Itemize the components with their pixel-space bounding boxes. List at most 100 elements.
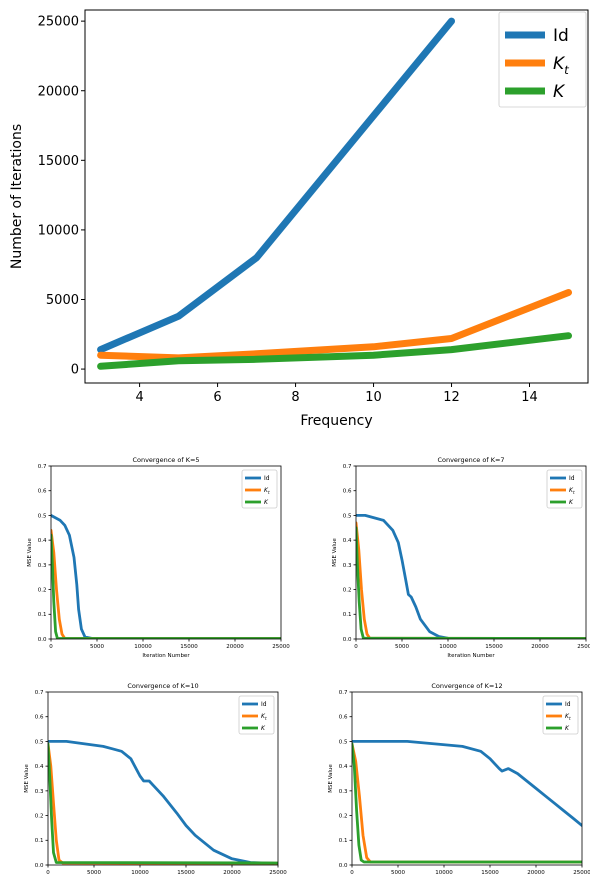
y-tick-label: 0 [71, 363, 79, 378]
y-tick-label: 0.6 [35, 715, 44, 721]
chart-0: 4 6 8 10 12 14 0 5000 10000 15000 20000 25000 Freque… [9, 9, 589, 429]
legend-label: K [565, 725, 570, 732]
axes-frame [355, 465, 587, 640]
legend-label: Kt [553, 54, 570, 77]
x-tick-label: 20000 [226, 644, 244, 650]
y-tick-label: 0.7 [343, 464, 352, 470]
series-line-k [97, 332, 572, 370]
series-line-k [51, 533, 281, 639]
legend-label: Id [264, 475, 270, 482]
series-line-k [352, 742, 582, 864]
chart-2: 0 5000 10000 15000 20000 25000 0.0 0.1 0.2 0.3 0.4… [332, 456, 590, 659]
x-tick-label: 10 [365, 390, 382, 405]
y-tick-label: 0.6 [339, 715, 348, 721]
x-tick-label: 10000 [131, 870, 149, 876]
y-tick-label: 20000 [38, 84, 79, 99]
series-line-k-t [51, 528, 281, 639]
y-tick-label: 0.7 [339, 690, 348, 696]
x-tick-label: 12 [443, 390, 460, 405]
series-line-k-t [356, 521, 586, 639]
y-tick-label: 0.7 [38, 464, 47, 470]
y-tick-label: 0.6 [38, 489, 47, 495]
y-tick-label: 0.2 [35, 813, 44, 819]
series-line-k-t [352, 742, 582, 864]
chart-title: Convergence of K=12 [431, 682, 502, 690]
x-tick-label: 0 [350, 870, 354, 876]
legend-label: Id [261, 701, 267, 708]
x-tick-label: 0 [46, 870, 50, 876]
y-axis-label: Number of Iterations [9, 124, 25, 269]
y-tick-label: 25000 [38, 15, 79, 30]
x-tick-label: 15000 [485, 644, 503, 650]
y-tick-label: 0.6 [343, 489, 352, 495]
x-tick-label: 20000 [527, 870, 545, 876]
x-tick-label: 10000 [134, 644, 152, 650]
x-tick-label: 5000 [391, 870, 405, 876]
y-tick-label: 0.1 [35, 838, 44, 844]
y-tick-label: 0.0 [343, 637, 352, 643]
legend-label: K [569, 499, 574, 506]
chart-1: 0 5000 10000 15000 20000 25000 0.0 0.1 0.2 0.3 0.4… [27, 456, 290, 659]
axes-frame [47, 691, 279, 866]
y-tick-label: 10000 [38, 223, 79, 238]
y-tick-label: 0.1 [339, 838, 348, 844]
y-tick-label: 0.7 [35, 690, 44, 696]
y-tick-label: 0.2 [343, 587, 352, 593]
y-tick-label: 0.4 [35, 764, 44, 770]
x-tick-label: 15000 [180, 644, 198, 650]
x-tick-label: 5000 [87, 870, 101, 876]
legend-label: Id [565, 701, 571, 708]
x-axis-label: Frequency [300, 413, 372, 429]
series-line-k-t [97, 289, 572, 362]
x-tick-label: 0 [354, 644, 358, 650]
y-axis-label: MSE Value [332, 538, 338, 567]
y-tick-label: 0.2 [339, 813, 348, 819]
y-tick-label: 0.5 [38, 513, 47, 519]
series-line-k [356, 526, 586, 639]
legend-label: K [264, 499, 269, 506]
y-tick-label: 0.5 [35, 739, 44, 745]
x-tick-label: 25000 [269, 870, 287, 876]
y-tick-label: 0.1 [38, 612, 47, 618]
legend-label: K [553, 82, 566, 102]
y-axis-label: MSE Value [24, 764, 30, 793]
chart-title: Convergence of K=10 [127, 682, 198, 690]
y-tick-label: 0.3 [339, 789, 348, 795]
y-tick-label: 5000 [46, 293, 79, 308]
chart-title: Convergence of K=7 [437, 456, 504, 464]
x-axis-label: Iteration Number [447, 653, 495, 659]
axes-frame [351, 691, 583, 866]
series-line-id [356, 514, 586, 639]
y-tick-label: 0.3 [35, 789, 44, 795]
x-tick-label: 0 [49, 644, 53, 650]
chart-4: 0 5000 10000 15000 20000 25000 0.0 0.1 0.2 0.3 0.4… [328, 682, 590, 876]
y-tick-label: 0.3 [38, 563, 47, 569]
legend-label: K [261, 725, 266, 732]
legend-label: Id [553, 26, 569, 46]
y-axis-label: MSE Value [27, 538, 33, 567]
y-tick-label: 0.1 [343, 612, 352, 618]
series-line-id [352, 740, 582, 827]
y-tick-label: 0.4 [339, 764, 348, 770]
x-tick-label: 20000 [531, 644, 549, 650]
y-tick-label: 0.4 [38, 538, 47, 544]
legend-label: Id [569, 475, 575, 482]
y-tick-label: 0.0 [35, 863, 44, 869]
x-tick-label: 10000 [439, 644, 457, 650]
chart-title: Convergence of K=5 [132, 456, 199, 464]
axes-frame [84, 9, 589, 384]
y-tick-label: 15000 [38, 154, 79, 169]
x-tick-label: 14 [521, 390, 538, 405]
series-line-id [51, 514, 281, 639]
legend-label: Kt [565, 713, 571, 721]
series-line-k-t [48, 742, 278, 865]
legend-label: Kt [261, 713, 267, 721]
y-tick-label: 0.3 [343, 563, 352, 569]
chart-3: 0 5000 10000 15000 20000 25000 0.0 0.1 0.2 0.3 0.4… [24, 682, 287, 876]
x-tick-label: 6 [213, 390, 221, 405]
x-tick-label: 5000 [90, 644, 104, 650]
x-tick-label: 4 [135, 390, 143, 405]
y-tick-label: 0.5 [343, 513, 352, 519]
x-tick-label: 10000 [435, 870, 453, 876]
